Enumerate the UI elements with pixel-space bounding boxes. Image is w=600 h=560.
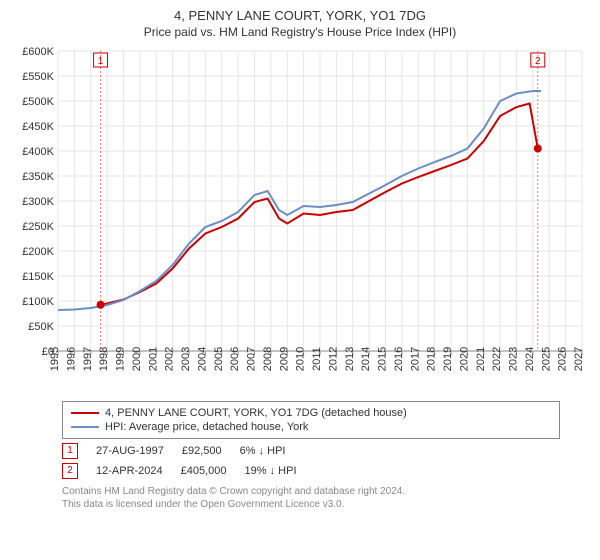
marker-badge: 1: [62, 443, 78, 459]
svg-text:2016: 2016: [393, 347, 405, 371]
svg-text:1996: 1996: [65, 347, 77, 371]
transaction-row: 1 27-AUG-1997 £92,500 6% ↓ HPI: [62, 443, 560, 459]
svg-text:2020: 2020: [458, 347, 470, 371]
svg-text:2005: 2005: [213, 347, 225, 371]
transaction-date: 12-APR-2024: [96, 465, 163, 477]
svg-text:2015: 2015: [377, 347, 389, 371]
svg-text:2006: 2006: [229, 347, 241, 371]
legend: 4, PENNY LANE COURT, YORK, YO1 7DG (deta…: [62, 401, 560, 439]
svg-text:1: 1: [98, 56, 104, 67]
transaction-date: 27-AUG-1997: [96, 445, 164, 457]
svg-text:2027: 2027: [573, 347, 585, 371]
svg-text:1998: 1998: [98, 347, 110, 371]
svg-text:2008: 2008: [262, 347, 274, 371]
svg-text:£250K: £250K: [22, 221, 54, 233]
page-subtitle: Price paid vs. HM Land Registry's House …: [10, 25, 590, 39]
legend-item: 4, PENNY LANE COURT, YORK, YO1 7DG (deta…: [71, 406, 551, 420]
page-title: 4, PENNY LANE COURT, YORK, YO1 7DG: [10, 8, 590, 25]
legend-label: 4, PENNY LANE COURT, YORK, YO1 7DG (deta…: [105, 407, 407, 419]
price-chart: £0£50K£100K£150K£200K£250K£300K£350K£400…: [10, 45, 590, 395]
svg-text:2022: 2022: [491, 347, 503, 371]
svg-text:2013: 2013: [344, 347, 356, 371]
svg-text:2001: 2001: [147, 347, 159, 371]
svg-text:2003: 2003: [180, 347, 192, 371]
legend-swatch: [71, 412, 99, 414]
credit-line: This data is licensed under the Open Gov…: [62, 498, 560, 511]
svg-text:1999: 1999: [115, 347, 127, 371]
svg-text:2014: 2014: [360, 347, 372, 371]
svg-text:2: 2: [535, 56, 541, 67]
credit-text: Contains HM Land Registry data © Crown c…: [62, 485, 560, 511]
svg-text:£300K: £300K: [22, 196, 54, 208]
transaction-price: £405,000: [181, 465, 227, 477]
svg-text:£500K: £500K: [22, 96, 54, 108]
transaction-delta: 6% ↓ HPI: [240, 445, 286, 457]
svg-text:2002: 2002: [164, 347, 176, 371]
transaction-delta: 19% ↓ HPI: [245, 465, 297, 477]
svg-text:2026: 2026: [557, 347, 569, 371]
svg-text:£550K: £550K: [22, 71, 54, 83]
svg-text:2019: 2019: [442, 347, 454, 371]
svg-text:£400K: £400K: [22, 146, 54, 158]
svg-text:2024: 2024: [524, 347, 536, 371]
svg-text:£350K: £350K: [22, 171, 54, 183]
transaction-price: £92,500: [182, 445, 222, 457]
svg-text:2010: 2010: [295, 347, 307, 371]
svg-text:2011: 2011: [311, 347, 323, 371]
svg-text:£200K: £200K: [22, 246, 54, 258]
svg-text:2021: 2021: [475, 347, 487, 371]
svg-text:£50K: £50K: [28, 321, 54, 333]
svg-text:£100K: £100K: [22, 296, 54, 308]
svg-text:2025: 2025: [540, 347, 552, 371]
svg-text:2017: 2017: [409, 347, 421, 371]
legend-label: HPI: Average price, detached house, York: [105, 421, 308, 433]
transaction-row: 2 12-APR-2024 £405,000 19% ↓ HPI: [62, 463, 560, 479]
svg-text:1995: 1995: [49, 347, 61, 371]
svg-text:2012: 2012: [327, 347, 339, 371]
svg-text:2007: 2007: [246, 347, 258, 371]
svg-text:1997: 1997: [82, 347, 94, 371]
svg-text:2018: 2018: [426, 347, 438, 371]
svg-text:£600K: £600K: [22, 46, 54, 58]
legend-item: HPI: Average price, detached house, York: [71, 420, 551, 434]
svg-text:£450K: £450K: [22, 121, 54, 133]
svg-text:2023: 2023: [508, 347, 520, 371]
svg-text:£150K: £150K: [22, 271, 54, 283]
legend-swatch: [71, 426, 99, 428]
marker-badge: 2: [62, 463, 78, 479]
svg-text:2004: 2004: [196, 347, 208, 371]
credit-line: Contains HM Land Registry data © Crown c…: [62, 485, 560, 498]
svg-text:2000: 2000: [131, 347, 143, 371]
svg-text:2009: 2009: [278, 347, 290, 371]
